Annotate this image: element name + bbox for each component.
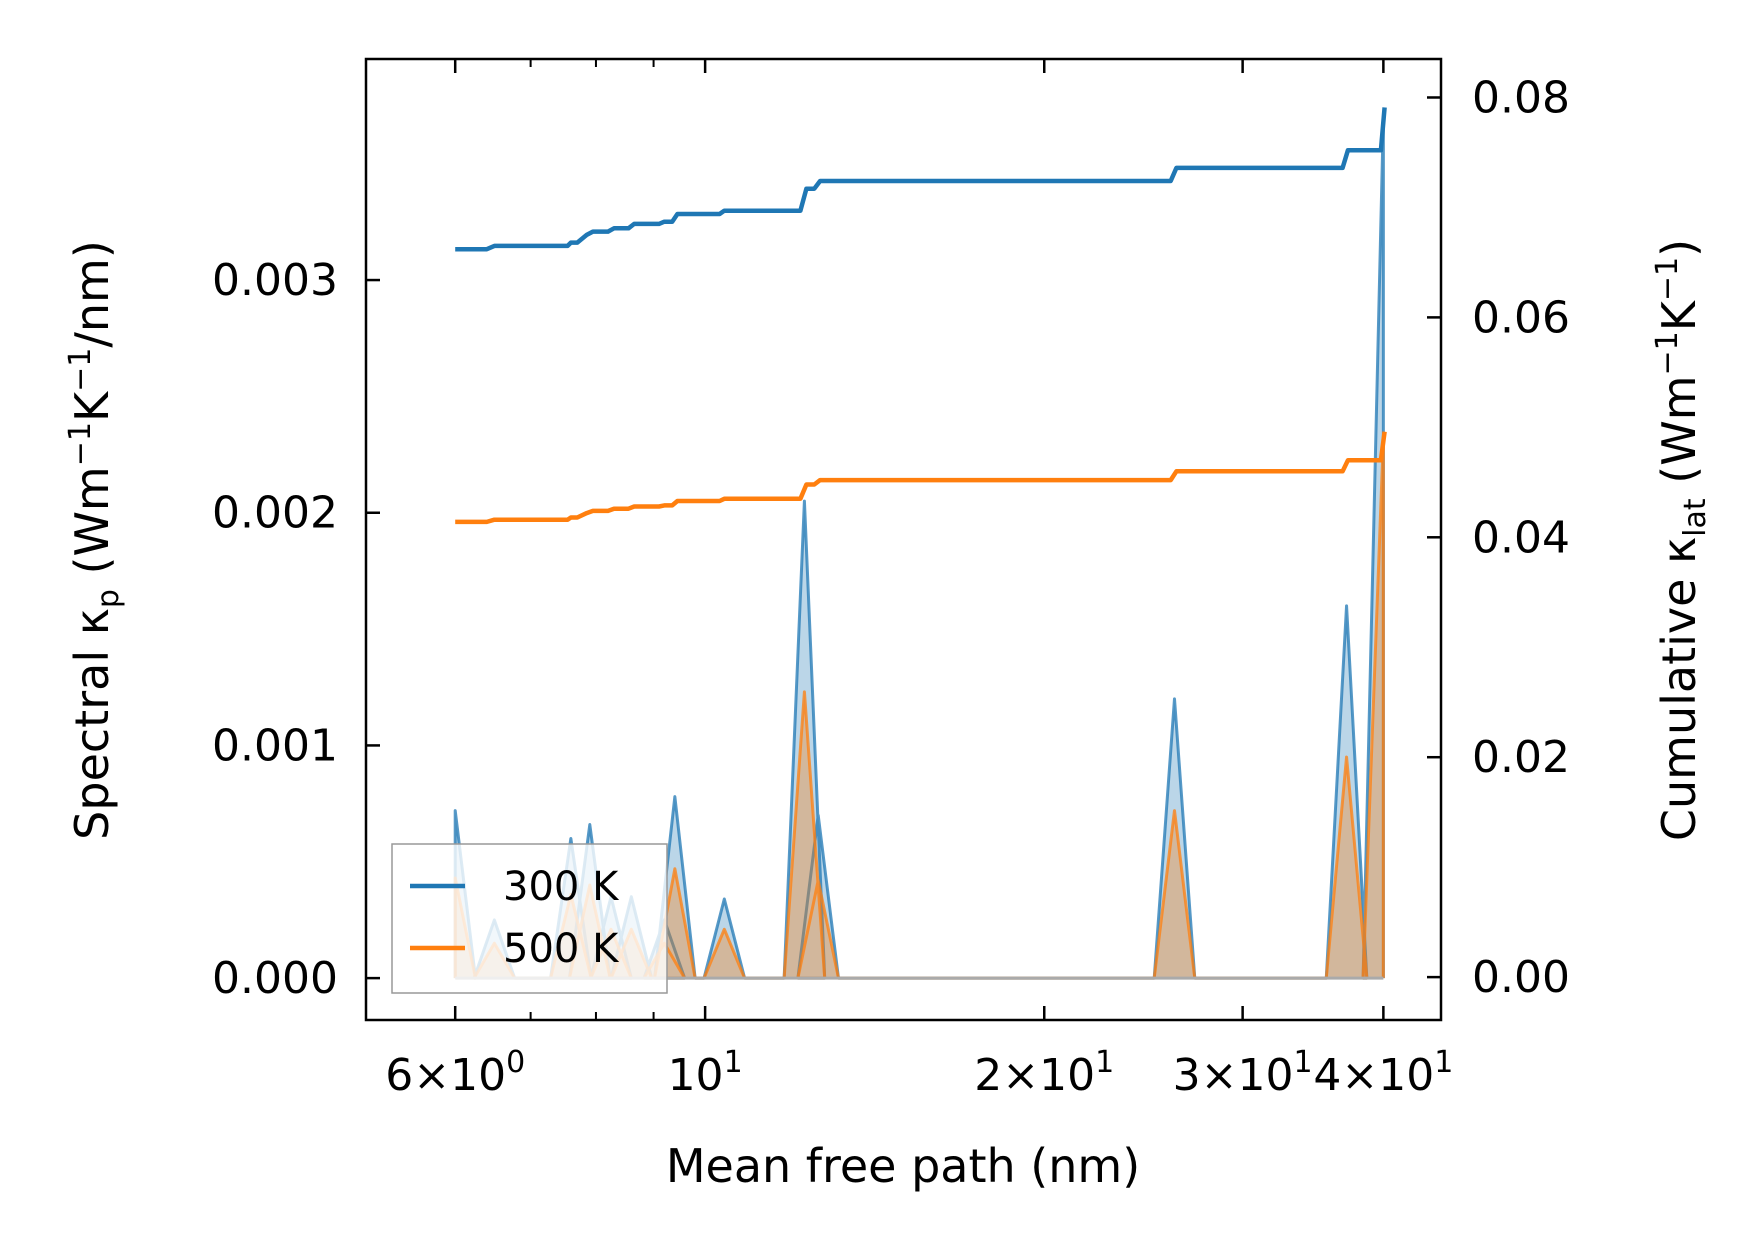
ticks-layer: 6×100 101 2×101 3×101 4×101 0.000 0.001 0.002 0.… xyxy=(212,59,1570,1101)
x-tick-label: 3×101 xyxy=(1173,1045,1313,1101)
plot-frame xyxy=(364,57,1443,1022)
x-tick-label: 101 xyxy=(668,1045,743,1101)
x-tick-label: 4×101 xyxy=(1313,1045,1453,1101)
cumulative-layer xyxy=(455,107,1387,525)
left-y-axis-title: Spectral κp (Wm−1K−1/nm) xyxy=(63,240,126,840)
legend: 300 K 500 K xyxy=(391,843,668,994)
left-y-tick-label: 0.003 xyxy=(212,255,338,306)
x-axis-title: Mean free path (nm) xyxy=(666,1139,1140,1193)
right-y-tick-label: 0.08 xyxy=(1472,72,1570,123)
legend-label-300k: 300 K xyxy=(503,864,620,910)
right-y-tick-label: 0.06 xyxy=(1472,292,1570,343)
right-y-tick-label: 0.02 xyxy=(1472,732,1570,783)
legend-label-500k: 500 K xyxy=(503,926,620,972)
left-y-tick-label: 0.001 xyxy=(212,720,338,771)
right-y-axis-title: Cumulative κlat (Wm−1K−1) xyxy=(1650,239,1713,841)
x-tick-label: 6×100 xyxy=(385,1045,525,1101)
right-y-tick-label: 0.04 xyxy=(1472,512,1570,563)
left-y-tick-label: 0.002 xyxy=(212,488,338,539)
cumulative-line-500k xyxy=(455,431,1387,525)
legend-box xyxy=(391,843,668,994)
left-y-tick-label: 0.000 xyxy=(212,953,338,1004)
right-y-tick-label: 0.00 xyxy=(1472,952,1570,1003)
cumulative-line-300k xyxy=(455,107,1387,252)
x-tick-label: 2×101 xyxy=(974,1045,1114,1101)
